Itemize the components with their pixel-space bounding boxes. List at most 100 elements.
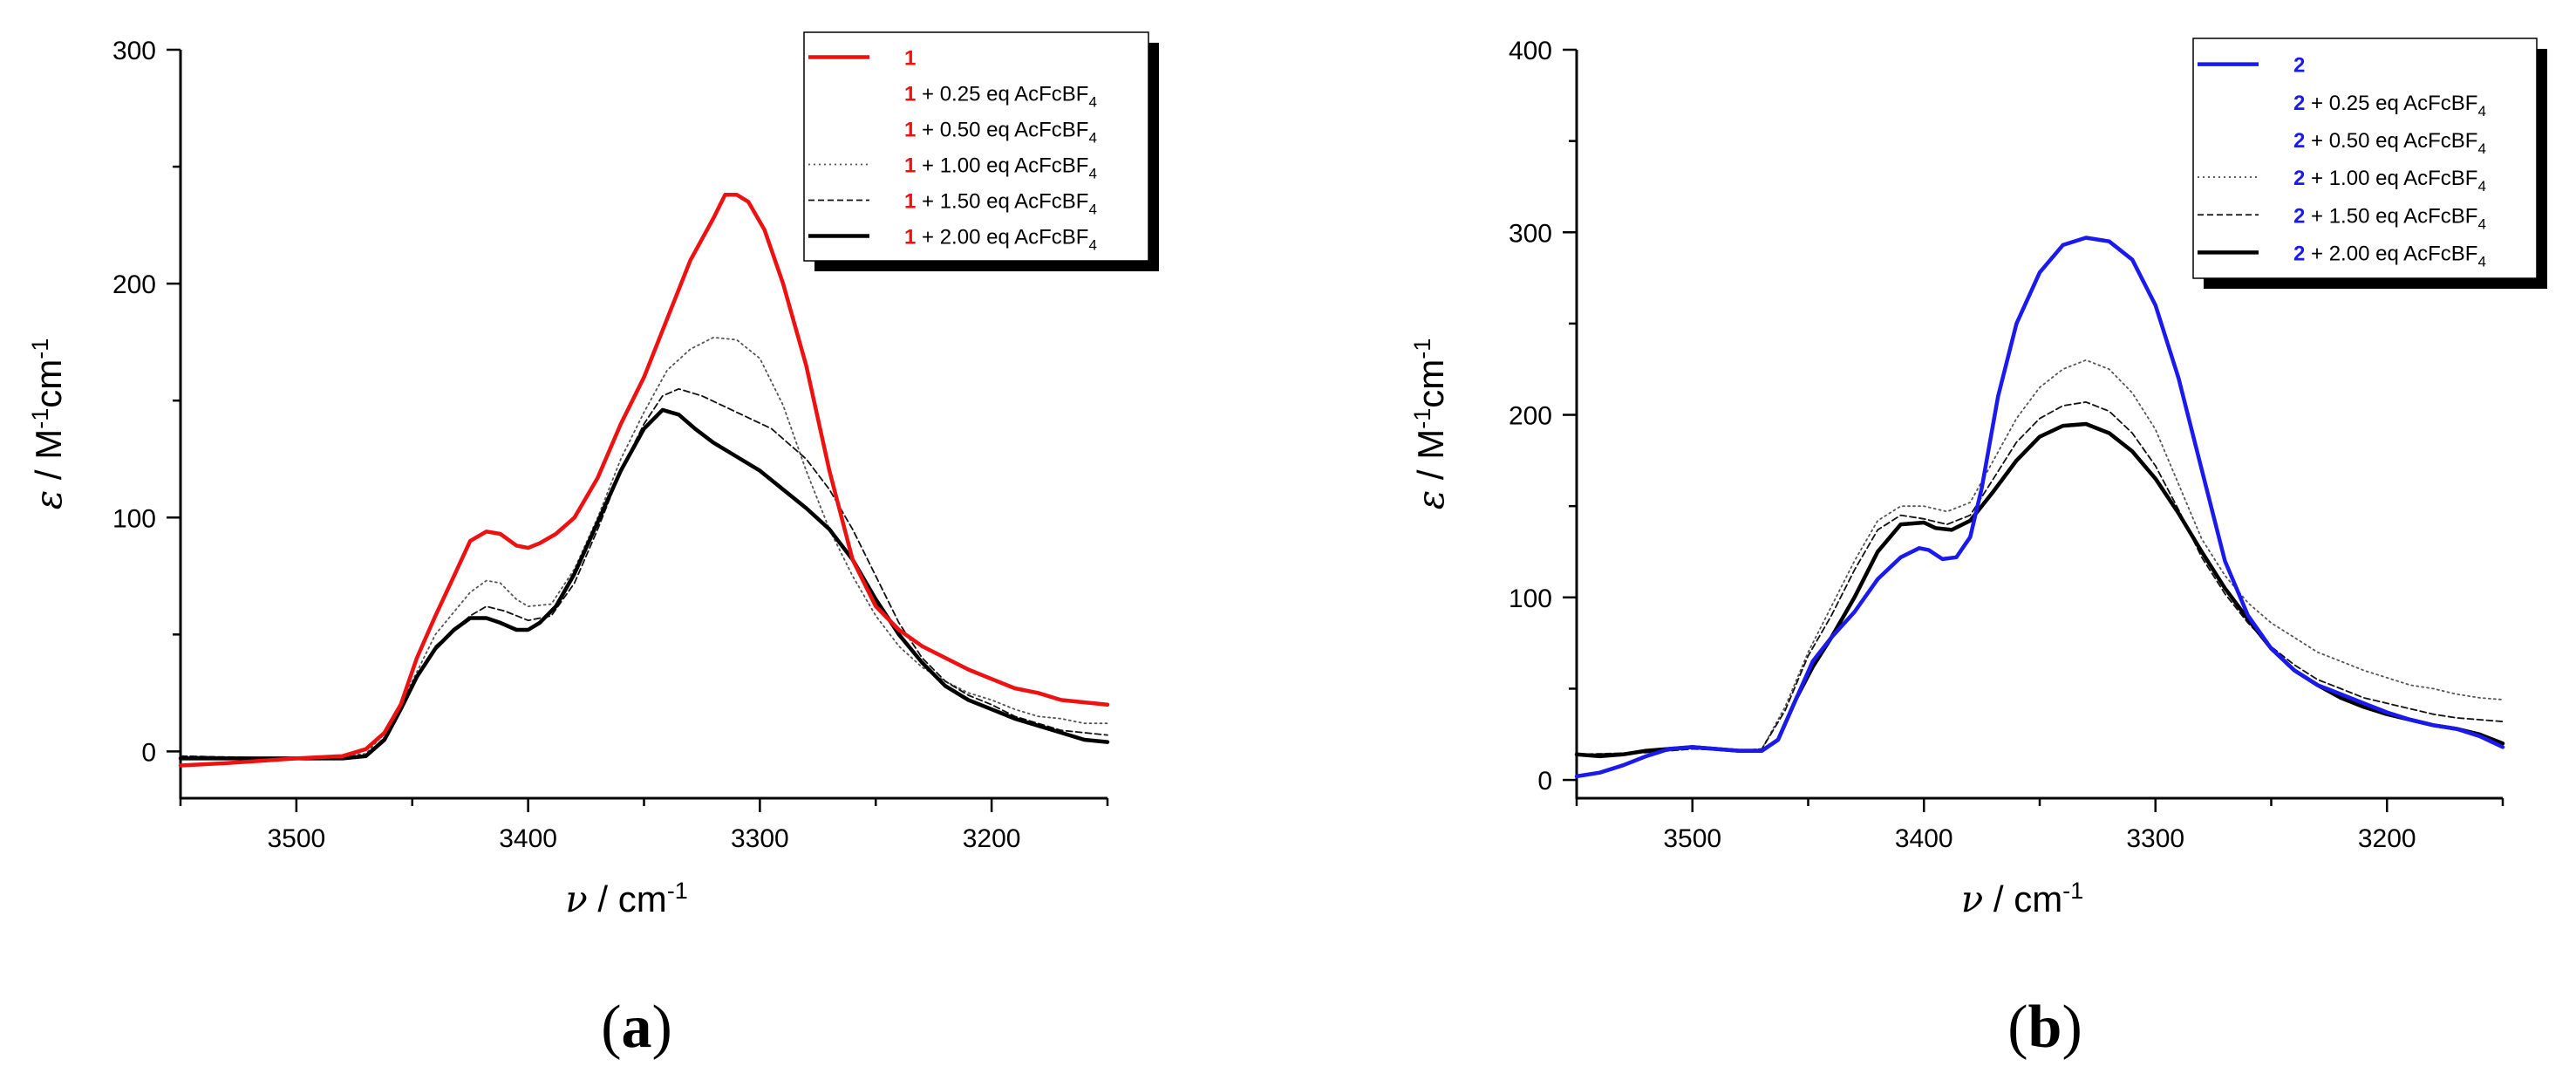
panel-label-paren: ) [2061, 994, 2082, 1061]
series-line-a-4 [180, 387, 1108, 760]
legend-compound-number: 2 [2293, 129, 2305, 153]
series-line-b-5 [1574, 421, 2505, 759]
legend-entry: 1 [904, 47, 916, 71]
panel-label: (a) [601, 994, 672, 1061]
y-tick-label: 100 [112, 504, 156, 533]
y-axis-title: ε / M-1cm-1 [1409, 338, 1452, 510]
series-line-a-5 [178, 407, 1110, 761]
y-axis-unit-part: / M [28, 429, 69, 490]
panel-label-paren: ( [601, 994, 621, 1061]
panel-label-letter: b [2028, 994, 2062, 1061]
legend-compound-number: 1 [904, 154, 916, 178]
legend-entry-subscript: 4 [1088, 202, 1096, 218]
legend-entry: 1 + 1.00 eq AcFcBF4 [904, 154, 1097, 182]
y-axis-exponent: -1 [1409, 408, 1435, 429]
legend-entry-subscript: 4 [2477, 215, 2485, 232]
legend-entry-label: + 2.00 eq AcFcBF [2305, 242, 2477, 265]
series-line-a-3 [180, 336, 1108, 760]
legend-entry-subscript: 4 [1088, 166, 1096, 182]
x-tick-label: 3200 [2358, 824, 2416, 853]
y-axis-symbol: ε [1409, 490, 1452, 510]
legend-entry: 2 [2293, 54, 2305, 78]
legend-entry: 1 + 2.00 eq AcFcBF4 [904, 226, 1097, 254]
y-axis-exponent: -1 [1409, 338, 1435, 359]
legend-compound-number: 1 [904, 83, 916, 106]
legend-entry-subscript: 4 [2477, 253, 2485, 270]
legend-entry-label: + 0.50 eq AcFcBF [2305, 129, 2477, 153]
y-tick-label: 400 [1509, 37, 1552, 65]
legend-entry-subscript: 4 [1088, 237, 1096, 254]
x-axis-unit-exponent: -1 [2062, 878, 2083, 904]
legend-box [803, 31, 1149, 262]
y-tick-label: 200 [1509, 402, 1552, 431]
x-axis-unit-exponent: -1 [667, 878, 688, 904]
x-axis-title: ν / cm-1 [565, 878, 688, 920]
legend-entry-label: + 0.50 eq AcFcBF [916, 119, 1088, 142]
y-axis-unit-part: / M [1410, 429, 1451, 490]
legend-entry: 2 + 0.25 eq AcFcBF4 [2293, 92, 2486, 120]
legend-compound-number: 2 [2293, 54, 2305, 78]
x-tick-label: 3300 [2126, 824, 2184, 853]
panel-label-paren: ( [2007, 994, 2027, 1061]
legend-entry: 1 + 0.25 eq AcFcBF4 [904, 83, 1097, 111]
legend-compound-number: 2 [2293, 242, 2305, 265]
legend-entry-subscript: 4 [2477, 178, 2485, 195]
y-tick-label: 300 [112, 37, 156, 65]
legend-box [2192, 38, 2538, 279]
y-axis-unit-part: cm [1410, 359, 1451, 408]
legend-entry: 2 + 1.00 eq AcFcBF4 [2293, 167, 2486, 195]
legend-entry: 1 + 1.50 eq AcFcBF4 [904, 190, 1097, 218]
legend-entry: 2 + 2.00 eq AcFcBF4 [2293, 242, 2486, 270]
x-tick-label: 3500 [268, 824, 326, 853]
panel-label: (b) [2007, 994, 2082, 1061]
legend-entry-label: + 1.00 eq AcFcBF [2305, 167, 2477, 190]
legend-entry-label: + 1.50 eq AcFcBF [916, 190, 1088, 214]
legend-entry: 1 + 0.50 eq AcFcBF4 [904, 119, 1097, 147]
y-tick-label: 100 [1509, 584, 1552, 613]
legend-entry: 2 + 1.50 eq AcFcBF4 [2293, 204, 2486, 232]
x-axis-title: ν / cm-1 [1961, 878, 2084, 920]
y-axis-exponent: -1 [27, 338, 53, 359]
y-tick-label: 200 [112, 270, 156, 299]
legend-compound-number: 2 [2293, 167, 2305, 190]
x-tick-label: 3500 [1663, 824, 1721, 853]
legend-entry-subscript: 4 [1088, 94, 1096, 111]
legend-compound-number: 1 [904, 226, 916, 249]
legend-entry-label: + 1.50 eq AcFcBF [2305, 204, 2477, 228]
legend-entry-label: + 0.25 eq AcFcBF [916, 83, 1088, 106]
x-axis-unit: / cm [588, 878, 667, 919]
x-axis-symbol: ν [1961, 878, 1984, 920]
legend-entry-subscript: 4 [2477, 140, 2485, 157]
legend-entry-subscript: 4 [2477, 103, 2485, 120]
panel-label-paren: ) [652, 994, 672, 1061]
series-line-a-0 [178, 192, 1110, 768]
x-tick-label: 3200 [963, 824, 1021, 853]
legend-entry-label: + 2.00 eq AcFcBF [916, 226, 1088, 249]
series-line-b-4 [1576, 401, 2504, 755]
legend-entry-label: + 1.00 eq AcFcBF [916, 154, 1088, 178]
x-tick-label: 3400 [499, 824, 557, 853]
legend-compound-number: 1 [904, 119, 916, 142]
legend-entry: 2 + 0.50 eq AcFcBF4 [2293, 129, 2486, 157]
series-line-b-0 [1574, 236, 2505, 779]
legend-compound-number: 2 [2293, 204, 2305, 228]
legend-compound-number: 1 [904, 190, 916, 214]
x-tick-label: 3300 [731, 824, 789, 853]
legend-entry-label: + 0.25 eq AcFcBF [2305, 92, 2477, 115]
x-axis-symbol: ν [565, 878, 588, 920]
y-tick-label: 0 [1537, 767, 1552, 796]
y-axis-unit-part: cm [28, 359, 69, 408]
panel-label-letter: a [622, 994, 652, 1061]
x-tick-label: 3400 [1895, 824, 1953, 853]
y-axis-title: ε / M-1cm-1 [27, 338, 70, 510]
y-axis-exponent: -1 [27, 408, 53, 429]
y-tick-label: 0 [141, 738, 156, 767]
x-axis-unit: / cm [1983, 878, 2062, 919]
y-axis-symbol: ε [27, 490, 70, 510]
y-tick-label: 300 [1509, 219, 1552, 248]
